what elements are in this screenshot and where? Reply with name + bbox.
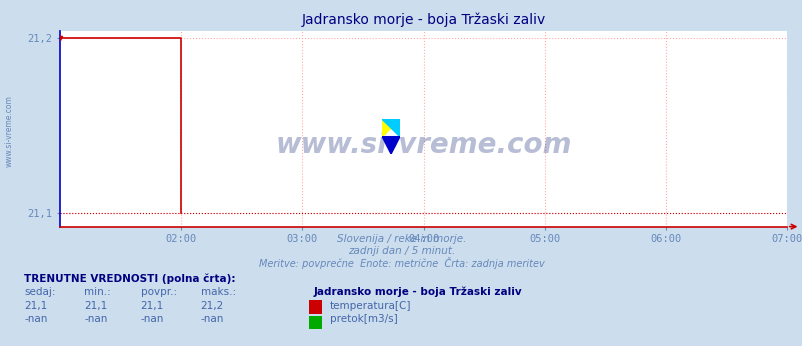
- Text: sedaj:: sedaj:: [24, 287, 55, 297]
- Text: -nan: -nan: [84, 315, 107, 325]
- Polygon shape: [382, 137, 399, 154]
- Text: www.si-vreme.com: www.si-vreme.com: [275, 130, 571, 158]
- Text: 21,1: 21,1: [140, 301, 164, 311]
- Text: www.si-vreme.com: www.si-vreme.com: [5, 95, 14, 167]
- Text: temperatura[C]: temperatura[C]: [330, 301, 411, 311]
- Text: povpr.:: povpr.:: [140, 287, 176, 297]
- Text: -nan: -nan: [140, 315, 164, 325]
- Polygon shape: [382, 119, 399, 137]
- Text: pretok[m3/s]: pretok[m3/s]: [330, 315, 397, 325]
- Text: maks.:: maks.:: [200, 287, 236, 297]
- Text: Meritve: povprečne  Enote: metrične  Črta: zadnja meritev: Meritve: povprečne Enote: metrične Črta:…: [258, 257, 544, 269]
- Text: min.:: min.:: [84, 287, 111, 297]
- Text: Slovenija / reke in morje.: Slovenija / reke in morje.: [336, 234, 466, 244]
- Text: 21,2: 21,2: [200, 301, 224, 311]
- Text: -nan: -nan: [24, 315, 47, 325]
- Text: -nan: -nan: [200, 315, 224, 325]
- Text: 21,1: 21,1: [24, 301, 47, 311]
- Title: Jadransko morje - boja Tržaski zaliv: Jadransko morje - boja Tržaski zaliv: [301, 13, 545, 27]
- Text: 21,1: 21,1: [84, 301, 107, 311]
- Polygon shape: [382, 119, 399, 137]
- Text: TRENUTNE VREDNOSTI (polna črta):: TRENUTNE VREDNOSTI (polna črta):: [24, 273, 235, 284]
- Text: Jadransko morje - boja Tržaski zaliv: Jadransko morje - boja Tržaski zaliv: [313, 286, 521, 297]
- Text: zadnji dan / 5 minut.: zadnji dan / 5 minut.: [347, 246, 455, 256]
